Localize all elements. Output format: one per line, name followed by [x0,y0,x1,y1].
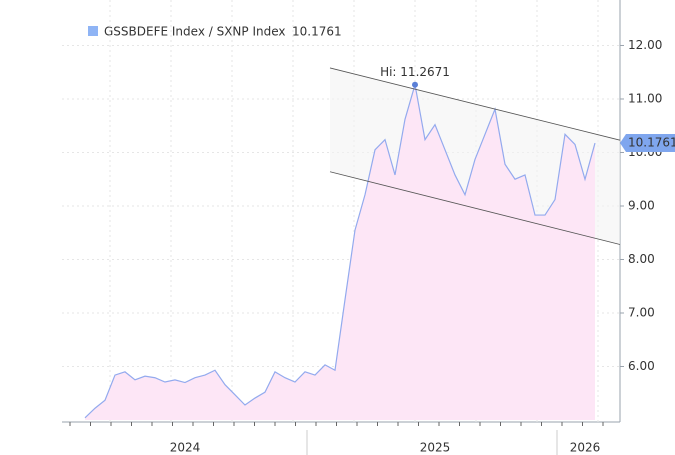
price-tag [620,134,675,153]
legend-value: 10.1761 [292,25,342,39]
area [85,84,595,421]
x-tick-label: 2026 [570,441,601,455]
high-marker [412,81,418,88]
y-tick-label: 12.00 [628,38,662,52]
x-tick-label: 2024 [170,441,201,455]
legend-label: GSSBDEFE Index / SXNP Index [104,25,286,39]
legend-swatch [88,26,98,36]
x-tick-label: 2025 [420,441,451,455]
high-label: Hi: 11.2671 [380,65,450,79]
channel-line [329,67,621,141]
y-tick-label: 9.00 [628,198,655,212]
y-tick-label: 11.00 [628,91,662,105]
y-tick-label: 6.00 [628,359,655,373]
channel-line [329,171,621,245]
channel-fill [330,67,620,245]
price-tag-label: 10.1761 [628,136,675,150]
y-tick-label: 8.00 [628,252,655,266]
line [84,84,596,419]
y-tick-label: 7.00 [628,305,655,319]
